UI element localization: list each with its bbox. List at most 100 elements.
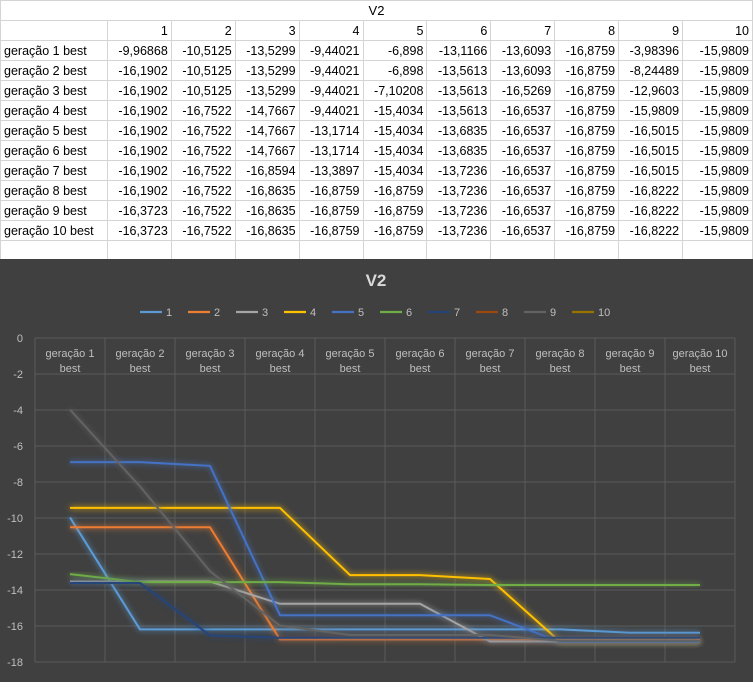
data-cell[interactable]: -15,9809: [618, 100, 684, 121]
column-header[interactable]: 4: [298, 20, 364, 41]
row-label[interactable]: geração 5 best: [0, 120, 108, 141]
data-cell[interactable]: -16,7522: [170, 220, 236, 241]
data-cell[interactable]: -16,5015: [618, 120, 684, 141]
column-header[interactable]: 3: [234, 20, 300, 41]
data-cell[interactable]: -15,9809: [682, 200, 753, 221]
data-cell[interactable]: -16,8759: [554, 160, 620, 181]
data-cell[interactable]: -9,44021: [298, 80, 364, 101]
data-cell[interactable]: -16,8635: [234, 200, 300, 221]
data-cell[interactable]: -16,8759: [554, 200, 620, 221]
data-cell[interactable]: -3,98396: [618, 40, 684, 61]
data-cell[interactable]: -16,8759: [554, 40, 620, 61]
data-cell[interactable]: -13,3897: [298, 160, 364, 181]
data-cell[interactable]: -16,6537: [490, 200, 556, 221]
chart-area[interactable]: V2 1 2 3 4 5 6 7 8 9 10 0 -2 -4 -6 -8 -10 -12 -14 -16 -18 …: [0, 259, 753, 682]
data-cell[interactable]: -13,7236: [426, 220, 492, 241]
data-cell[interactable]: -16,1902: [106, 140, 172, 161]
data-cell[interactable]: -15,9809: [682, 120, 753, 141]
data-cell[interactable]: -15,9809: [682, 180, 753, 201]
data-cell[interactable]: -16,3723: [106, 220, 172, 241]
data-cell[interactable]: -9,96868: [106, 40, 172, 61]
data-cell[interactable]: -13,5299: [234, 60, 300, 81]
data-cell[interactable]: -16,8759: [298, 180, 364, 201]
data-cell[interactable]: -13,5613: [426, 100, 492, 121]
data-cell[interactable]: -16,1902: [106, 180, 172, 201]
data-cell[interactable]: -13,7236: [426, 180, 492, 201]
data-cell[interactable]: -16,6537: [490, 220, 556, 241]
data-cell[interactable]: -15,4034: [362, 140, 428, 161]
row-label[interactable]: geração 7 best: [0, 160, 108, 181]
column-header[interactable]: 2: [170, 20, 236, 41]
data-cell[interactable]: -16,8635: [234, 220, 300, 241]
empty-cell[interactable]: [106, 240, 172, 261]
data-cell[interactable]: -13,6093: [490, 40, 556, 61]
data-cell[interactable]: -14,7667: [234, 100, 300, 121]
column-header[interactable]: 6: [426, 20, 492, 41]
data-cell[interactable]: -16,1902: [106, 120, 172, 141]
data-cell[interactable]: -16,6537: [490, 120, 556, 141]
empty-cell[interactable]: [298, 240, 364, 261]
data-cell[interactable]: -16,8759: [554, 220, 620, 241]
empty-cell[interactable]: [170, 240, 236, 261]
data-cell[interactable]: -16,5015: [618, 160, 684, 181]
data-cell[interactable]: -7,10208: [362, 80, 428, 101]
data-cell[interactable]: -16,7522: [170, 100, 236, 121]
data-cell[interactable]: -9,44021: [298, 40, 364, 61]
data-cell[interactable]: -15,9809: [682, 60, 753, 81]
data-cell[interactable]: -16,8635: [234, 180, 300, 201]
data-cell[interactable]: -16,7522: [170, 160, 236, 181]
data-cell[interactable]: -6,898: [362, 40, 428, 61]
data-cell[interactable]: -16,6537: [490, 140, 556, 161]
data-cell[interactable]: -16,1902: [106, 100, 172, 121]
data-cell[interactable]: -16,7522: [170, 140, 236, 161]
row-label[interactable]: geração 9 best: [0, 200, 108, 221]
data-cell[interactable]: -12,9603: [618, 80, 684, 101]
data-cell[interactable]: -16,8759: [554, 180, 620, 201]
data-cell[interactable]: -16,8759: [554, 80, 620, 101]
row-label[interactable]: geração 8 best: [0, 180, 108, 201]
data-cell[interactable]: -14,7667: [234, 120, 300, 141]
row-label[interactable]: geração 1 best: [0, 40, 108, 61]
corner-cell[interactable]: [0, 20, 108, 41]
row-label[interactable]: geração 6 best: [0, 140, 108, 161]
data-cell[interactable]: -16,1902: [106, 80, 172, 101]
data-cell[interactable]: -13,5613: [426, 60, 492, 81]
row-label[interactable]: geração 3 best: [0, 80, 108, 101]
data-cell[interactable]: -15,9809: [682, 140, 753, 161]
data-cell[interactable]: -16,7522: [170, 180, 236, 201]
data-cell[interactable]: -16,8759: [554, 140, 620, 161]
data-cell[interactable]: -16,8759: [554, 60, 620, 81]
empty-cell[interactable]: [362, 240, 428, 261]
data-cell[interactable]: -8,24489: [618, 60, 684, 81]
data-cell[interactable]: -13,6835: [426, 120, 492, 141]
row-label[interactable]: geração 10 best: [0, 220, 108, 241]
data-cell[interactable]: -16,8222: [618, 220, 684, 241]
empty-cell[interactable]: [618, 240, 684, 261]
data-cell[interactable]: -15,4034: [362, 120, 428, 141]
empty-cell[interactable]: [490, 240, 556, 261]
data-cell[interactable]: -13,7236: [426, 200, 492, 221]
data-cell[interactable]: -16,7522: [170, 120, 236, 141]
empty-cell[interactable]: [682, 240, 753, 261]
data-cell[interactable]: -13,6835: [426, 140, 492, 161]
data-cell[interactable]: -13,1166: [426, 40, 492, 61]
data-cell[interactable]: -13,7236: [426, 160, 492, 181]
data-cell[interactable]: -16,7522: [170, 200, 236, 221]
data-cell[interactable]: -16,6537: [490, 180, 556, 201]
column-header[interactable]: 5: [362, 20, 428, 41]
data-cell[interactable]: -16,1902: [106, 60, 172, 81]
data-cell[interactable]: -16,8759: [298, 220, 364, 241]
empty-cell[interactable]: [234, 240, 300, 261]
data-cell[interactable]: -16,8222: [618, 180, 684, 201]
column-header[interactable]: 9: [618, 20, 684, 41]
data-cell[interactable]: -16,6537: [490, 100, 556, 121]
data-cell[interactable]: -16,1902: [106, 160, 172, 181]
data-cell[interactable]: -16,8759: [362, 180, 428, 201]
data-cell[interactable]: -6,898: [362, 60, 428, 81]
column-header[interactable]: 7: [490, 20, 556, 41]
empty-cell[interactable]: [0, 240, 108, 261]
data-cell[interactable]: -9,44021: [298, 100, 364, 121]
data-cell[interactable]: -13,1714: [298, 120, 364, 141]
data-cell[interactable]: -16,8759: [554, 100, 620, 121]
column-header[interactable]: 10: [682, 20, 753, 41]
